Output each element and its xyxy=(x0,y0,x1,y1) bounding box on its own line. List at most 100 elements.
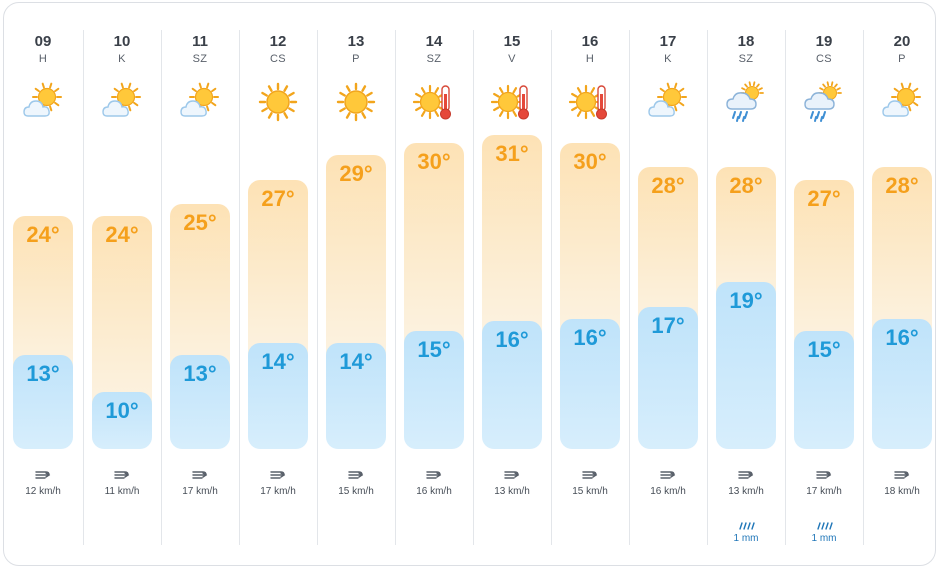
day-number: 11 xyxy=(192,33,208,50)
max-temp-label: 28° xyxy=(885,173,919,198)
max-temp-label: 28° xyxy=(651,173,685,198)
wind-icon xyxy=(35,468,51,480)
min-temp-bar: 17° xyxy=(638,307,698,449)
wind-icon xyxy=(582,468,598,480)
rain-cloud-icon xyxy=(725,81,767,123)
min-temp-label: 15° xyxy=(807,337,841,362)
max-temp-label: 24° xyxy=(26,222,60,247)
day-of-week: H xyxy=(38,53,48,65)
wind-icon xyxy=(660,468,676,480)
wind-speed: 11 km/h xyxy=(104,486,140,497)
day-number: 16 xyxy=(581,33,599,50)
day-number: 20 xyxy=(893,33,911,50)
column-divider xyxy=(473,30,474,545)
wind-icon xyxy=(270,468,286,480)
min-temp-bar: 16° xyxy=(560,319,620,449)
column-divider xyxy=(317,30,318,545)
sun-behind-cloud-icon xyxy=(881,81,923,123)
sun-thermometer-icon xyxy=(568,81,611,123)
day-column: 15 V 31° 16° 13 km/h xyxy=(473,3,551,565)
sun-behind-cloud-icon xyxy=(22,81,64,123)
sun-behind-cloud-icon xyxy=(179,81,221,123)
min-temp-bar: 16° xyxy=(482,321,542,449)
day-of-week: K xyxy=(664,53,672,65)
day-column: 16 H 30° 16° 15 km/h xyxy=(551,3,629,565)
wind-speed: 15 km/h xyxy=(338,486,374,497)
wind-speed: 13 km/h xyxy=(728,486,764,497)
wind-icon xyxy=(894,468,910,480)
max-temp-label: 27° xyxy=(807,186,841,211)
day-column: 20 P 28° 16° 18 km/h xyxy=(863,3,939,565)
sun-thermometer-icon xyxy=(490,81,533,123)
day-number: 17 xyxy=(659,33,677,50)
min-temp-bar: 14° xyxy=(248,343,308,449)
min-temp-bar: 15° xyxy=(404,331,464,449)
min-temp-label: 15° xyxy=(417,337,451,362)
day-of-week: V xyxy=(508,53,516,65)
min-temp-label: 19° xyxy=(729,288,763,313)
day-column: 18 SZ 28° 19° 13 km/h 1 mm xyxy=(707,3,785,565)
max-temp-label: 28° xyxy=(729,173,763,198)
rain-icon xyxy=(815,517,833,530)
day-of-week: SZ xyxy=(192,53,208,65)
min-temp-bar: 10° xyxy=(92,392,152,449)
min-temp-bar: 16° xyxy=(872,319,932,449)
wind-icon xyxy=(504,468,520,480)
column-divider xyxy=(551,30,552,545)
day-column: 17 K 28° 17° 16 km/h xyxy=(629,3,707,565)
day-number: 18 xyxy=(737,33,755,50)
day-column: 19 CS 27° 15° 17 km/h 1 mm xyxy=(785,3,863,565)
wind-icon xyxy=(426,468,442,480)
column-divider xyxy=(239,30,240,545)
precipitation-amount: 1 mm xyxy=(811,533,837,544)
max-temp-label: 31° xyxy=(495,141,529,166)
wind-speed: 13 km/h xyxy=(494,486,530,497)
max-temp-label: 30° xyxy=(417,149,451,174)
day-of-week: K xyxy=(118,53,126,65)
rain-cloud-icon xyxy=(803,81,845,123)
day-number: 10 xyxy=(113,33,131,50)
wind-speed: 16 km/h xyxy=(416,486,452,497)
max-temp-label: 27° xyxy=(261,186,295,211)
day-column: 12 CS 27° 14° 17 km/h xyxy=(239,3,317,565)
wind-icon xyxy=(192,468,208,480)
sun-thermometer-icon xyxy=(412,81,455,123)
day-number: 13 xyxy=(347,33,365,50)
column-divider xyxy=(707,30,708,545)
wind-icon xyxy=(348,468,364,480)
column-divider xyxy=(785,30,786,545)
wind-speed: 17 km/h xyxy=(806,486,842,497)
min-temp-label: 16° xyxy=(573,325,607,350)
day-number: 09 xyxy=(34,33,52,50)
day-number: 12 xyxy=(269,33,287,50)
wind-speed: 12 km/h xyxy=(25,486,61,497)
min-temp-label: 13° xyxy=(183,361,217,386)
forecast-card: 09 H 24° 13° 12 km/h 10 K 24 xyxy=(3,2,936,566)
day-of-week: CS xyxy=(816,53,832,65)
min-temp-label: 16° xyxy=(885,325,919,350)
sun-icon xyxy=(335,81,377,123)
day-column: 13 P 29° 14° 15 km/h xyxy=(317,3,395,565)
precipitation-amount: 1 mm xyxy=(733,533,759,544)
min-temp-bar: 13° xyxy=(170,355,230,449)
day-of-week: P xyxy=(898,53,906,65)
wind-speed: 16 km/h xyxy=(650,486,686,497)
column-divider xyxy=(83,30,84,545)
min-temp-bar: 13° xyxy=(13,355,73,449)
day-of-week: SZ xyxy=(426,53,442,65)
sun-behind-cloud-icon xyxy=(647,81,689,123)
day-of-week: SZ xyxy=(738,53,754,65)
max-temp-label: 24° xyxy=(105,222,139,247)
wind-icon xyxy=(816,468,832,480)
day-of-week: CS xyxy=(270,53,286,65)
min-temp-label: 13° xyxy=(26,361,60,386)
min-temp-label: 10° xyxy=(105,398,139,423)
max-temp-label: 29° xyxy=(339,161,373,186)
wind-speed: 15 km/h xyxy=(572,486,608,497)
day-of-week: H xyxy=(585,53,595,65)
min-temp-label: 14° xyxy=(339,349,373,374)
column-divider xyxy=(161,30,162,545)
day-column: 10 K 24° 10° 11 km/h xyxy=(83,3,161,565)
sun-behind-cloud-icon xyxy=(101,81,143,123)
wind-icon xyxy=(114,468,130,480)
